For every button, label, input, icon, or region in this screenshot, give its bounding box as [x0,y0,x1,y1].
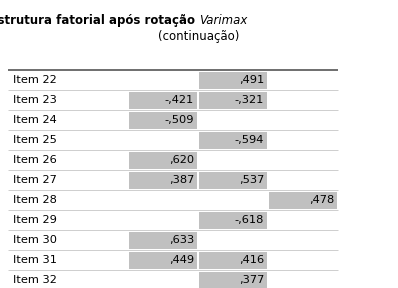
Bar [129,151,197,168]
Text: Tabela 10 – Estrutura fatorial após rotação: Tabela 10 – Estrutura fatorial após rota… [0,14,199,27]
Text: Item 32: Item 32 [13,275,57,285]
Text: -,421: -,421 [165,95,194,105]
Bar [199,71,267,88]
Text: Item 30: Item 30 [13,235,57,245]
Text: -,618: -,618 [235,215,264,225]
Text: Item 29: Item 29 [13,215,57,225]
Text: ,478: ,478 [309,195,334,205]
Bar [199,211,267,228]
Bar [199,251,267,268]
Text: Item 22: Item 22 [13,75,57,85]
Bar [199,171,267,189]
Text: ,416: ,416 [239,255,264,265]
Bar [199,272,267,288]
Text: ,537: ,537 [239,175,264,185]
Bar [129,171,197,189]
Bar [129,232,197,249]
Bar [129,92,197,109]
Text: ,620: ,620 [169,155,194,165]
Text: Item 23: Item 23 [13,95,57,105]
Text: ,491: ,491 [239,75,264,85]
Text: Item 28: Item 28 [13,195,57,205]
Text: Item 25: Item 25 [13,135,57,145]
Text: ,377: ,377 [239,275,264,285]
Text: ,387: ,387 [169,175,194,185]
Text: -,509: -,509 [164,115,194,125]
Text: (continuação): (continuação) [158,30,240,43]
Text: Varimax: Varimax [199,14,248,27]
Bar [199,132,267,149]
Text: ,633: ,633 [169,235,194,245]
Text: ,449: ,449 [169,255,194,265]
Text: Item 31: Item 31 [13,255,57,265]
Text: Item 27: Item 27 [13,175,57,185]
Text: -,321: -,321 [235,95,264,105]
Text: Item 24: Item 24 [13,115,57,125]
Text: -,594: -,594 [235,135,264,145]
Text: Item 26: Item 26 [13,155,57,165]
Bar [129,111,197,128]
Bar [199,92,267,109]
Bar [129,251,197,268]
Bar [269,192,337,209]
